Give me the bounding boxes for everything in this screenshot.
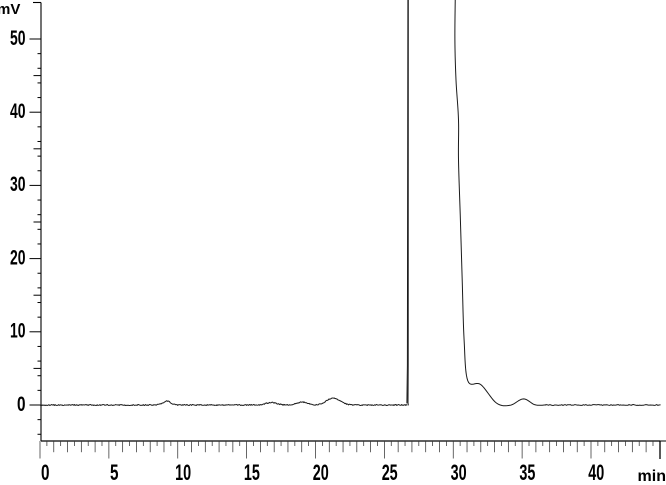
svg-text:mV: mV [0, 1, 20, 18]
svg-text:5: 5 [110, 460, 119, 485]
svg-text:35: 35 [519, 460, 535, 485]
svg-text:40: 40 [588, 460, 604, 485]
svg-text:30: 30 [10, 173, 26, 196]
svg-text:15: 15 [244, 460, 260, 485]
svg-text:0: 0 [17, 393, 26, 416]
svg-text:25: 25 [382, 460, 398, 485]
svg-text:50: 50 [10, 27, 26, 50]
svg-text:min: min [638, 468, 666, 485]
svg-text:20: 20 [10, 246, 26, 269]
svg-text:0: 0 [41, 460, 50, 485]
svg-text:40: 40 [10, 100, 26, 123]
svg-text:20: 20 [313, 460, 329, 485]
svg-text:10: 10 [10, 320, 26, 343]
svg-text:10: 10 [175, 460, 191, 485]
svg-text:30: 30 [451, 460, 467, 485]
